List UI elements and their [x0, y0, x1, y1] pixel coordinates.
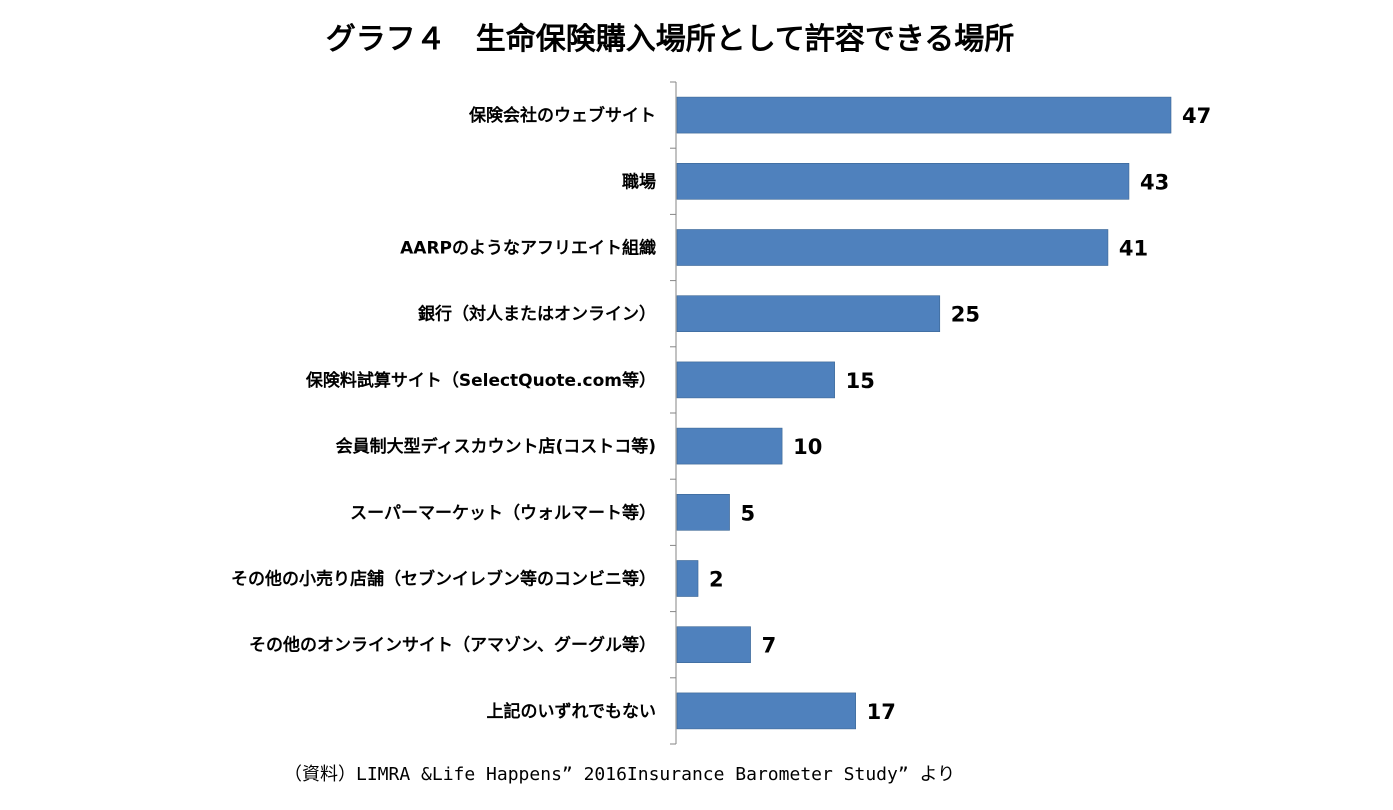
source-note: （資料）LIMRA &Life Happens” 2016Insurance B…: [284, 764, 956, 785]
category-label: 上記のいずれでもない: [487, 701, 657, 722]
value-label: 2: [709, 568, 724, 592]
value-label: 15: [846, 369, 875, 393]
bar: [676, 692, 856, 730]
category-label: 銀行（対人またはオンライン）: [418, 304, 656, 325]
chart-title: グラフ４ 生命保険購入場所として許容できる場所: [325, 22, 1015, 57]
category-label: AARPのようなアフリエイト組織: [400, 238, 656, 259]
value-label: 7: [762, 634, 777, 658]
category-label: 保険会社のウェブサイト: [468, 105, 656, 126]
category-label: 保険料試算サイト（SelectQuote.com等）: [305, 370, 656, 391]
category-label: その他の小売り店舗（セブンイレブン等のコンビニ等）: [231, 569, 656, 590]
bar: [676, 295, 941, 333]
value-label: 10: [793, 435, 822, 459]
bar: [676, 560, 699, 597]
value-label: 43: [1140, 170, 1169, 194]
bar: [676, 163, 1130, 200]
value-label: 25: [951, 303, 980, 327]
category-label: その他のオンラインサイト（アマゾン、グーグル等）: [249, 635, 656, 656]
value-label: 47: [1182, 104, 1211, 128]
bar: [676, 493, 730, 531]
value-label: 41: [1119, 237, 1148, 261]
bar: [676, 626, 751, 664]
bar: [676, 361, 835, 399]
value-label: 5: [741, 501, 756, 525]
category-label: 会員制大型ディスカウント店(コストコ等): [336, 436, 656, 457]
category-label: 職場: [622, 171, 656, 192]
bar: [676, 96, 1172, 134]
bar: [676, 229, 1109, 266]
bar: [676, 427, 783, 465]
category-label: スーパーマーケット（ウォルマート等）: [350, 502, 656, 523]
value-label: 17: [867, 700, 896, 724]
